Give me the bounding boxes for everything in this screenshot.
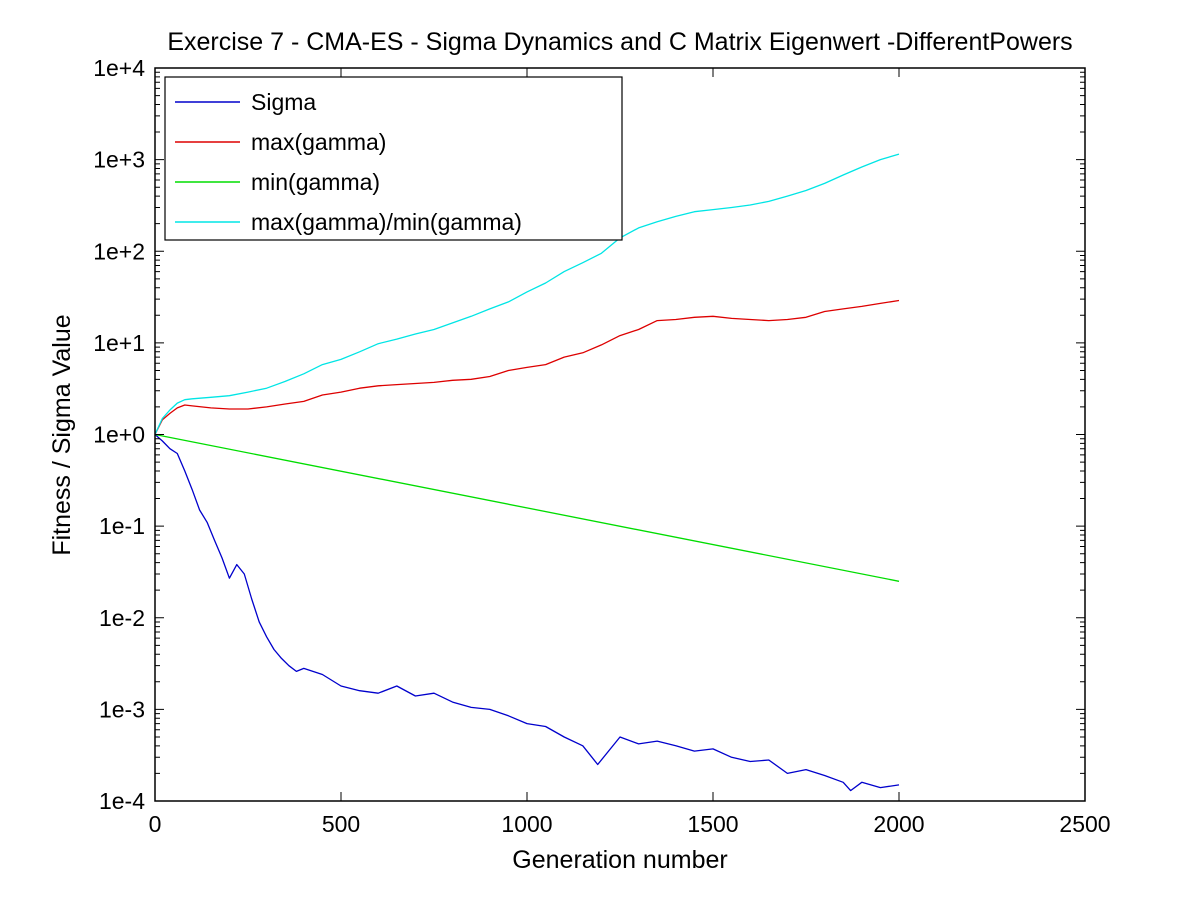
y-tick-label-4: 1e+0 bbox=[93, 422, 145, 448]
series-line-2 bbox=[154, 433, 900, 582]
series-line-3 bbox=[154, 153, 900, 435]
y-tick-label-3: 1e-1 bbox=[99, 513, 145, 539]
legend: Sigma max(gamma) min(gamma) max(gamma)/min(… bbox=[164, 76, 623, 241]
chart-title: Exercise 7 - CMA-ES - Sigma Dynamics and… bbox=[167, 28, 1072, 56]
y-tick-label-7: 1e+3 bbox=[93, 147, 145, 173]
legend-label-1: max(gamma) bbox=[251, 129, 386, 155]
series-layer bbox=[154, 153, 900, 792]
y-tick-label-2: 1e-2 bbox=[99, 605, 145, 631]
x-tick-label-2: 1000 bbox=[501, 811, 552, 837]
y-tick-label-6: 1e+2 bbox=[93, 238, 145, 264]
y-tick-label-8: 1e+4 bbox=[93, 55, 145, 81]
x-tick-label-3: 1500 bbox=[687, 811, 738, 837]
y-tick-label-5: 1e+1 bbox=[93, 330, 145, 356]
x-tick-label-4: 2000 bbox=[873, 811, 924, 837]
tick-layer: 0 500 1000 1500 2000 2500 1e-4 1e-3 1e-2 1e-1 1e+0… bbox=[93, 55, 1110, 837]
x-tick-label-1: 500 bbox=[322, 811, 360, 837]
series-line-0 bbox=[154, 434, 900, 792]
series-line-1 bbox=[154, 299, 900, 435]
x-axis-label: Generation number bbox=[512, 846, 727, 874]
legend-box bbox=[164, 76, 623, 241]
legend-label-3: max(gamma)/min(gamma) bbox=[251, 209, 522, 235]
legend-label-0: Sigma bbox=[251, 89, 316, 115]
x-tick-label-0: 0 bbox=[149, 811, 162, 837]
y-tick-label-0: 1e-4 bbox=[99, 788, 145, 814]
y-tick-label-1: 1e-3 bbox=[99, 696, 145, 722]
axis-ticks bbox=[154, 67, 1086, 802]
legend-label-2: min(gamma) bbox=[251, 169, 380, 195]
x-tick-label-5: 2500 bbox=[1059, 811, 1110, 837]
y-axis-label: Fitness / Sigma Value bbox=[48, 314, 76, 555]
